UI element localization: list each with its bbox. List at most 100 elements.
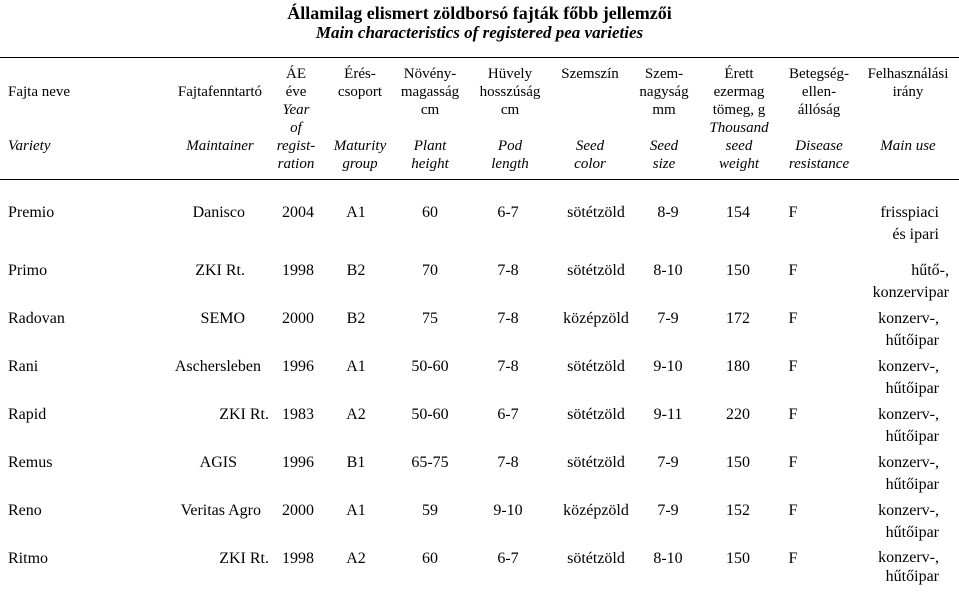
cell-disease: F <box>788 262 798 279</box>
header-year: ÁE éve Year of regist- ration <box>266 65 326 175</box>
cell-pod-length: 6-7 <box>497 204 519 221</box>
cell-tsw: 150 <box>726 550 750 567</box>
cell-tsw: 150 <box>726 454 750 471</box>
cell-pod-length: 7-8 <box>497 454 519 471</box>
cell-seed-color: sötétzöld <box>567 358 625 375</box>
cell-main-use: hűtő-, konzervipar <box>872 262 949 301</box>
cell-seed-color: sötétzöld <box>567 454 625 471</box>
cell-plant-height: 59 <box>422 502 438 519</box>
header-main-use-en: Main use <box>880 138 936 154</box>
cell-maintainer: Danisco <box>192 204 245 221</box>
header-year-en: Year of regist- ration <box>276 102 316 172</box>
cell-seed-size: 9-11 <box>653 406 683 423</box>
header-main-use: Felhasználási irány Main use <box>857 65 959 175</box>
cell-tsw: 220 <box>726 406 750 423</box>
cell-seed-size: 8-9 <box>657 204 679 221</box>
cell-tsw: 150 <box>726 262 750 279</box>
cell-main-use: konzerv-, hűtőipar <box>878 549 939 585</box>
title-english: Main characteristics of registered pea v… <box>315 23 644 42</box>
cell-variety: Primo <box>8 262 48 279</box>
cell-maturity: B2 <box>346 310 366 327</box>
header-year-hu: ÁE éve <box>285 66 307 100</box>
header-bottom-rule <box>0 179 959 180</box>
cell-year: 1996 <box>282 358 314 375</box>
table-row: Ritmo ZKI Rt. 1998 A2 60 6-7 sötétzöld 8… <box>0 548 959 594</box>
table-row: Remus AGIS 1996 B1 65-75 7-8 sötétzöld 7… <box>0 452 959 498</box>
cell-maturity: A1 <box>346 204 366 221</box>
cell-seed-color: középzöld <box>563 502 629 519</box>
cell-maintainer: ZKI Rt. <box>195 262 245 279</box>
header-tsw-hu: Érett ezermag tömeg, g <box>712 66 766 118</box>
header-maintainer-hu: Fajtafenntartó <box>177 84 263 100</box>
cell-main-use: konzerv-, hűtőipar <box>878 454 939 493</box>
cell-main-use: konzerv-, hűtőipar <box>878 310 939 349</box>
cell-disease: F <box>788 310 798 327</box>
cell-disease: F <box>788 550 798 567</box>
cell-variety: Rapid <box>8 406 47 423</box>
cell-main-use: konzerv-, hűtőipar <box>878 406 939 445</box>
table-row: Rapid ZKI Rt. 1983 A2 50-60 6-7 sötétzöl… <box>0 404 959 450</box>
cell-plant-height: 70 <box>422 262 438 279</box>
cell-pod-length: 9-10 <box>493 502 523 519</box>
cell-main-use: frisspiaci és ipari <box>880 204 939 243</box>
cell-tsw: 180 <box>726 358 750 375</box>
header-pod-length: Hüvely hosszúság cm Pod length <box>468 65 552 175</box>
cell-year: 1983 <box>282 406 314 423</box>
cell-year: 1998 <box>282 262 314 279</box>
header-pod-length-en: Pod length <box>491 138 529 172</box>
cell-variety: Premio <box>8 204 55 221</box>
cell-plant-height: 60 <box>422 550 438 567</box>
cell-seed-size: 8-10 <box>653 262 683 279</box>
header-disease-resistance: Betegség- ellen- állóság Disease resista… <box>780 65 858 175</box>
cell-seed-color: sötétzöld <box>567 262 625 279</box>
title-hungarian: Államilag elismert zöldborsó fajták főbb… <box>287 3 672 23</box>
cell-year: 1996 <box>282 454 314 471</box>
cell-seed-color: sötétzöld <box>567 406 625 423</box>
cell-variety: Radovan <box>8 310 65 327</box>
header-main-use-hu: Felhasználási irány <box>867 66 949 100</box>
cell-maintainer: Aschersleben <box>174 358 261 375</box>
header-tsw-en: Thousand seed weight <box>709 120 769 172</box>
table-row: Primo ZKI Rt. 1998 B2 70 7-8 sötétzöld 8… <box>0 260 959 306</box>
cell-disease: F <box>788 358 798 375</box>
cell-pod-length: 7-8 <box>497 262 519 279</box>
cell-plant-height: 50-60 <box>411 358 449 375</box>
cell-pod-length: 7-8 <box>497 310 519 327</box>
header-pod-length-hu: Hüvely hosszúság cm <box>479 66 541 118</box>
cell-variety: Rani <box>8 358 39 375</box>
cell-disease: F <box>788 406 798 423</box>
cell-maturity: A1 <box>346 502 366 519</box>
cell-plant-height: 65-75 <box>411 454 449 471</box>
header-plant-height-en: Plant height <box>411 138 449 172</box>
cell-disease: F <box>788 204 798 221</box>
cell-pod-length: 6-7 <box>497 406 519 423</box>
header-disease-en: Disease resistance <box>788 138 850 172</box>
cell-disease: F <box>788 454 798 471</box>
cell-main-use: konzerv-, hűtőipar <box>878 358 939 397</box>
cell-maintainer: AGIS <box>199 454 237 471</box>
cell-maturity: B1 <box>346 454 366 471</box>
header-variety: Fajta neve Variety <box>8 83 98 173</box>
cell-pod-length: 6-7 <box>497 550 519 567</box>
header-seed-size-hu: Szem- nagyság mm <box>639 66 689 118</box>
header-seed-color-en: Seed color <box>574 138 606 172</box>
cell-year: 2004 <box>282 204 314 221</box>
header-maturity-en: Maturity group <box>333 138 387 172</box>
header-thousand-seed-weight: Érett ezermag tömeg, g Thousand seed wei… <box>700 65 778 175</box>
cell-year: 2000 <box>282 310 314 327</box>
header-seed-size: Szem- nagyság mm Seed size <box>630 65 698 175</box>
header-seed-color-hu: Szemszín <box>561 66 619 82</box>
cell-seed-size: 7-9 <box>657 310 679 327</box>
cell-maturity: A2 <box>346 550 366 567</box>
cell-maintainer: SEMO <box>200 310 245 327</box>
cell-plant-height: 75 <box>422 310 438 327</box>
header-maintainer-en: Maintainer <box>186 138 254 154</box>
cell-main-use: konzerv-, hűtőipar <box>878 502 939 541</box>
cell-variety: Remus <box>8 454 53 471</box>
cell-maturity: A1 <box>346 358 366 375</box>
header-seed-size-en: Seed size <box>649 138 679 172</box>
table-row: Reno Veritas Agro 2000 A1 59 9-10 középz… <box>0 500 959 546</box>
cell-tsw: 152 <box>726 502 750 519</box>
header-maturity-hu: Érés- csoport <box>337 66 383 100</box>
cell-seed-color: középzöld <box>563 310 629 327</box>
